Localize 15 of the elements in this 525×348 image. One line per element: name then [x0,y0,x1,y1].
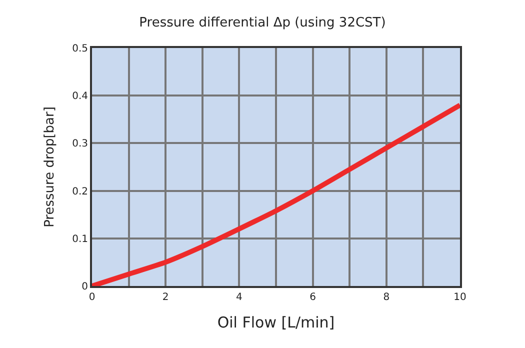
y-axis-title: Pressure drop[bar] [42,106,58,228]
y-tick-label: 0.4 [72,91,88,102]
x-tick-label: 4 [236,292,242,303]
x-tick-label: 0 [88,292,96,303]
y-tick-label: 0.5 [72,44,88,54]
x-tick-label: 2 [162,292,169,303]
x-tick-label: 10 [454,292,466,303]
y-tick-label: 0.3 [72,138,88,150]
y-tick-label: 0.1 [72,234,88,245]
chart-title: Pressure differential Δp (using 32CST) [139,16,386,30]
x-tick-label: 6 [310,292,316,303]
x-tick-label: 8 [383,292,390,303]
x-axis-title: Oil Flow [L/min] [217,314,335,332]
y-tick-label: 0.2 [72,186,88,198]
y-tick-label: 0 [82,282,88,292]
